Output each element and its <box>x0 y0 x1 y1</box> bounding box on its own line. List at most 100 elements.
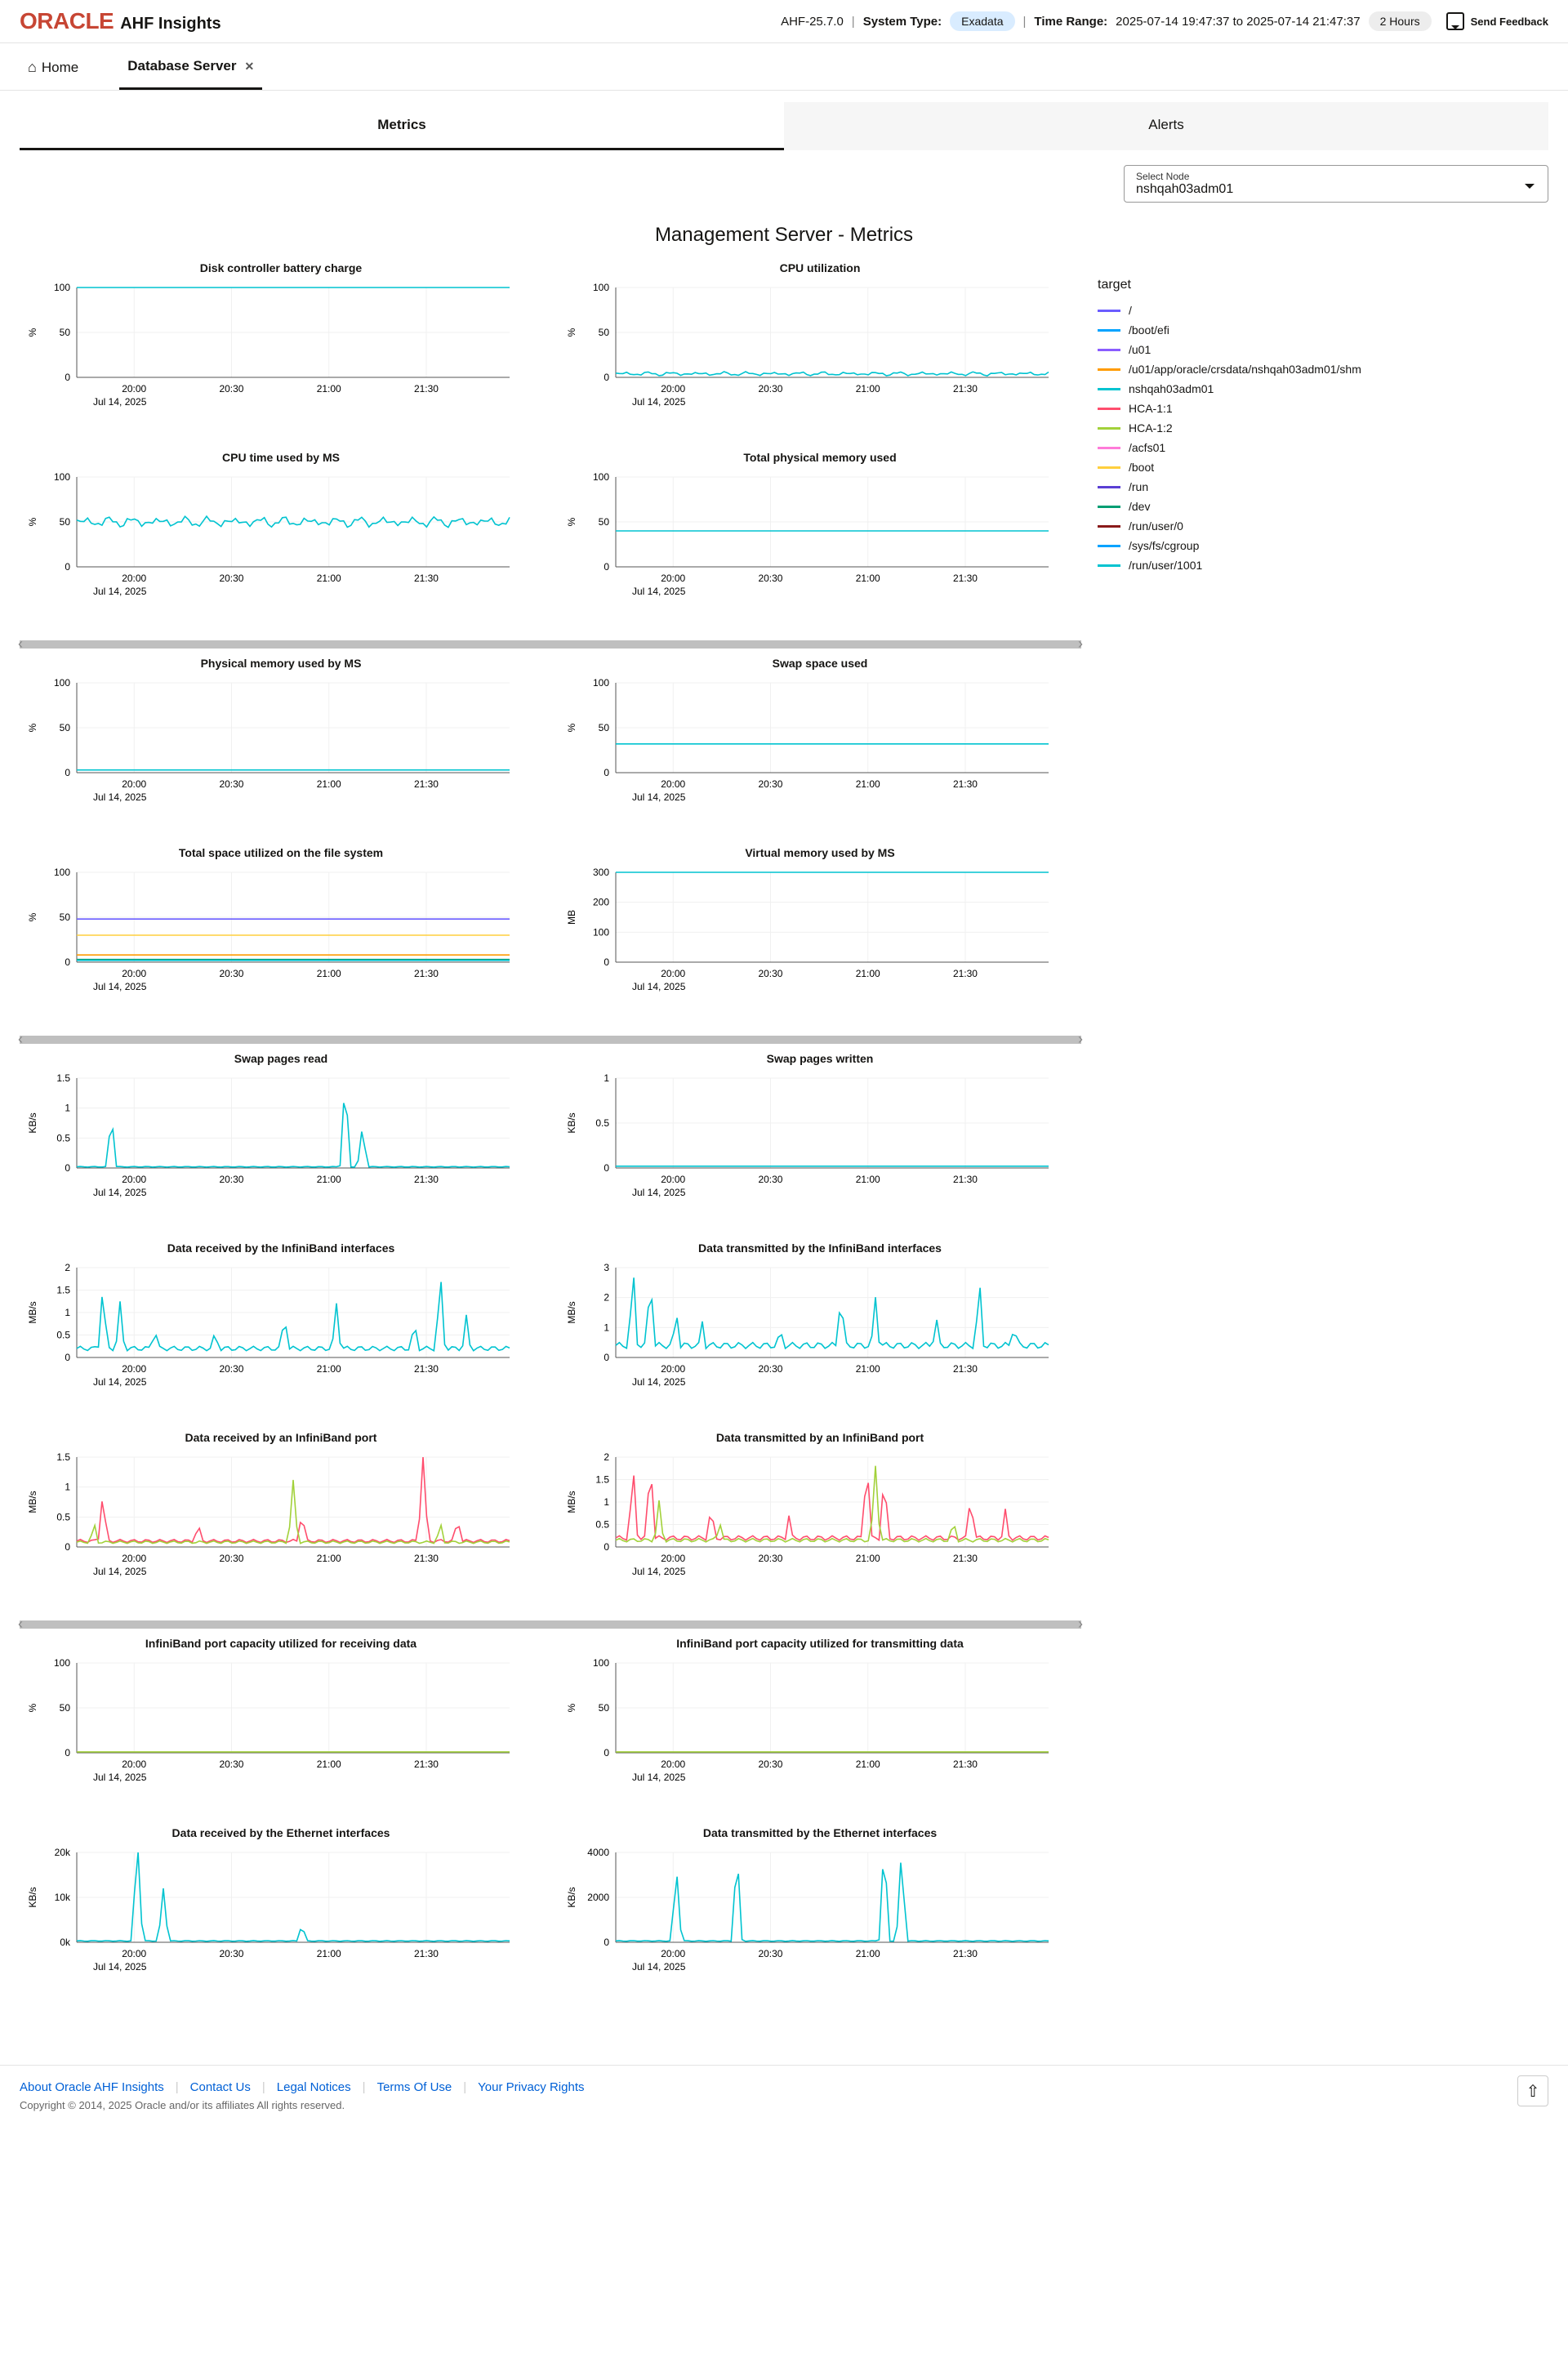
svg-text:1.5: 1.5 <box>595 1474 609 1486</box>
version-text: AHF-25.7.0 <box>781 15 844 29</box>
svg-text:1: 1 <box>65 1307 70 1318</box>
selector-row: Select Node nshqah03adm01 <box>20 150 1548 217</box>
footer-link[interactable]: Contact Us <box>190 2080 251 2094</box>
legend-swatch <box>1098 368 1120 371</box>
svg-text:20:00: 20:00 <box>661 1759 685 1770</box>
svg-text:1: 1 <box>604 1496 609 1508</box>
legend-label: /acfs01 <box>1129 441 1165 454</box>
svg-text:Jul 14, 2025: Jul 14, 2025 <box>93 1961 147 1972</box>
legend-item[interactable]: /run/user/0 <box>1098 516 1506 536</box>
svg-text:20:00: 20:00 <box>661 573 685 584</box>
svg-text:0: 0 <box>65 767 70 778</box>
chart-row: Total space utilized on the file system0… <box>20 846 1081 1003</box>
legend-item[interactable]: /dev <box>1098 497 1506 516</box>
splitter-bar[interactable] <box>20 640 1081 649</box>
chart: Swap pages read00.511.520:0020:3021:0021… <box>20 1052 542 1209</box>
svg-text:20:00: 20:00 <box>661 968 685 979</box>
legend-item[interactable]: nshqah03adm01 <box>1098 379 1506 399</box>
svg-text:%: % <box>27 1703 38 1712</box>
svg-text:Jul 14, 2025: Jul 14, 2025 <box>632 396 686 408</box>
footer-link[interactable]: About Oracle AHF Insights <box>20 2080 164 2094</box>
close-icon[interactable]: ✕ <box>245 60 255 74</box>
svg-text:21:30: 21:30 <box>414 1553 439 1564</box>
svg-text:Jul 14, 2025: Jul 14, 2025 <box>632 1376 686 1388</box>
svg-text:100: 100 <box>54 677 70 689</box>
svg-text:0: 0 <box>604 1352 609 1363</box>
svg-text:Jul 14, 2025: Jul 14, 2025 <box>93 1187 147 1198</box>
svg-text:50: 50 <box>60 516 71 528</box>
svg-text:21:30: 21:30 <box>953 573 978 584</box>
legend-item[interactable]: /acfs01 <box>1098 438 1506 457</box>
legend-item[interactable]: /sys/fs/cgroup <box>1098 536 1506 555</box>
svg-text:0: 0 <box>604 1747 609 1759</box>
chart-title: Total physical memory used <box>559 451 1081 464</box>
svg-text:1.5: 1.5 <box>56 1285 70 1296</box>
chart-row: Data received by the InfiniBand interfac… <box>20 1241 1081 1398</box>
legend-item[interactable]: HCA-1:1 <box>1098 399 1506 418</box>
svg-text:21:00: 21:00 <box>317 1363 341 1375</box>
svg-text:MB/s: MB/s <box>566 1491 577 1513</box>
legend-item[interactable]: /u01 <box>1098 340 1506 359</box>
legend-item[interactable]: /u01/app/oracle/crsdata/nshqah03adm01/sh… <box>1098 359 1506 379</box>
svg-text:21:30: 21:30 <box>414 383 439 394</box>
subnav-home[interactable]: Home <box>20 43 87 90</box>
svg-text:20:00: 20:00 <box>661 778 685 790</box>
legend-item[interactable]: / <box>1098 301 1506 320</box>
svg-text:21:30: 21:30 <box>414 573 439 584</box>
tab-alerts[interactable]: Alerts <box>784 102 1548 150</box>
send-feedback-button[interactable]: Send Feedback <box>1446 12 1548 30</box>
chart-title: Data transmitted by the InfiniBand inter… <box>559 1241 1081 1255</box>
svg-text:21:00: 21:00 <box>856 1759 880 1770</box>
legend-swatch <box>1098 525 1120 528</box>
legend-item[interactable]: /boot/efi <box>1098 320 1506 340</box>
svg-text:21:00: 21:00 <box>317 968 341 979</box>
back-to-top-button[interactable]: ⇧ <box>1517 2075 1548 2106</box>
svg-text:KB/s: KB/s <box>566 1887 577 1907</box>
svg-text:100: 100 <box>593 282 609 293</box>
svg-text:100: 100 <box>593 1657 609 1669</box>
svg-text:300: 300 <box>593 867 609 878</box>
legend-item[interactable]: /run <box>1098 477 1506 497</box>
svg-text:3: 3 <box>604 1262 609 1273</box>
select-node-dropdown[interactable]: Select Node nshqah03adm01 <box>1124 165 1548 203</box>
svg-text:%: % <box>27 723 38 732</box>
svg-text:100: 100 <box>54 867 70 878</box>
svg-text:21:30: 21:30 <box>414 778 439 790</box>
legend-item[interactable]: /boot <box>1098 457 1506 477</box>
chart-row: Data received by an InfiniBand port00.51… <box>20 1431 1081 1588</box>
svg-text:20:30: 20:30 <box>219 1948 243 1959</box>
svg-text:0: 0 <box>604 372 609 383</box>
legend-item[interactable]: /run/user/1001 <box>1098 555 1506 575</box>
svg-text:20:30: 20:30 <box>219 1174 243 1185</box>
svg-text:20:30: 20:30 <box>758 1363 782 1375</box>
subnav-database-server[interactable]: Database Server ✕ <box>119 43 262 90</box>
svg-text:20:00: 20:00 <box>122 1174 146 1185</box>
legend-label: nshqah03adm01 <box>1129 382 1214 395</box>
footer-link[interactable]: Terms Of Use <box>377 2080 452 2094</box>
svg-text:21:00: 21:00 <box>317 1553 341 1564</box>
system-type-label: System Type: <box>863 15 942 29</box>
legend-swatch <box>1098 466 1120 469</box>
svg-text:21:30: 21:30 <box>414 1174 439 1185</box>
svg-text:%: % <box>566 1703 577 1712</box>
legend-item[interactable]: HCA-1:2 <box>1098 418 1506 438</box>
svg-text:100: 100 <box>54 282 70 293</box>
splitter-bar[interactable] <box>20 1036 1081 1044</box>
svg-text:20:30: 20:30 <box>219 383 243 394</box>
tab-metrics[interactable]: Metrics <box>20 102 784 150</box>
legend-label: /run <box>1129 480 1148 493</box>
chart: Disk controller battery charge05010020:0… <box>20 261 542 418</box>
svg-text:50: 50 <box>60 722 71 733</box>
splitter-bar[interactable] <box>20 1620 1081 1629</box>
svg-text:21:30: 21:30 <box>953 1553 978 1564</box>
svg-text:2: 2 <box>604 1451 609 1463</box>
logo: ORACLE AHF Insights <box>20 8 221 34</box>
svg-text:Jul 14, 2025: Jul 14, 2025 <box>93 396 147 408</box>
chart-row: Swap pages read00.511.520:0020:3021:0021… <box>20 1052 1081 1209</box>
svg-text:1: 1 <box>65 1103 70 1114</box>
footer-link[interactable]: Legal Notices <box>277 2080 351 2094</box>
svg-text:Jul 14, 2025: Jul 14, 2025 <box>632 981 686 992</box>
footer-link[interactable]: Your Privacy Rights <box>478 2080 584 2094</box>
chart-title: Disk controller battery charge <box>20 261 542 274</box>
svg-text:20:30: 20:30 <box>758 383 782 394</box>
